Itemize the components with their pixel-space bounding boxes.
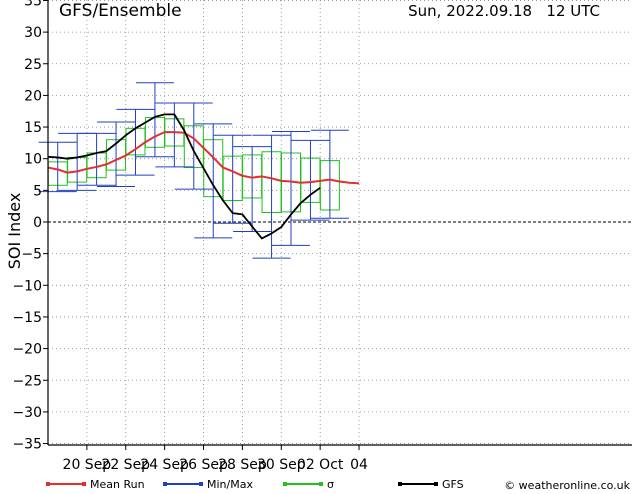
chart-title: GFS/Ensemble — [59, 1, 182, 21]
y-tick-label: −35 — [12, 437, 42, 453]
legend-swatch-marker-left — [163, 482, 167, 486]
legend-swatch-marker-right — [319, 482, 323, 486]
mean-run-line — [47, 131, 360, 185]
y-tick-label: −10 — [12, 278, 42, 294]
x-tick-label: 30 Sep — [257, 457, 306, 473]
y-tick-label: 0 — [33, 215, 42, 231]
y-tick-label: 20 — [24, 88, 42, 104]
gfs-line — [47, 113, 321, 240]
legend-swatch-marker-left — [398, 482, 402, 486]
y-tick-label: −5 — [21, 247, 42, 263]
run-timestamp: Sun, 2022.09.18 12 UTC — [408, 2, 600, 20]
y-tick-label: 10 — [24, 152, 42, 168]
y-tick-label: −20 — [12, 342, 42, 358]
legend-label: σ — [327, 478, 334, 490]
credit-text: © weatheronline.co.uk — [504, 479, 630, 490]
legend-swatch-marker-left — [283, 482, 287, 486]
x-tick-label: 04 — [350, 457, 368, 473]
legend-swatch-marker-right — [199, 482, 203, 486]
y-tick-label: 35 — [24, 0, 42, 9]
y-tick-label: 15 — [24, 120, 42, 136]
y-tick-label: 5 — [33, 183, 42, 199]
y-tick-label: −15 — [12, 310, 42, 326]
legend-swatch-marker-right — [434, 482, 438, 486]
x-tick-label: 02 Oct — [297, 457, 344, 473]
min-max-whiskers — [38, 82, 349, 259]
legend-label: GFS — [442, 478, 464, 490]
x-tick-label: 22 Sep — [101, 457, 150, 473]
y-tick-label: 30 — [24, 25, 42, 41]
y-tick-label: −25 — [12, 373, 42, 389]
y-tick-label: −30 — [12, 405, 42, 421]
x-tick-label: 26 Sep — [179, 457, 228, 473]
axes: −35 −30 −25 −20 −15 −10 −5 0 5 10 15 20 25 30 35 20 Sep… — [12, 0, 632, 473]
legend-swatch-marker-right — [82, 482, 86, 486]
legend: Mean Run Min/Max σ GFS — [46, 478, 464, 491]
y-tick-label: 25 — [24, 57, 42, 73]
x-tick-label: 20 Sep — [63, 457, 112, 473]
x-tick-label: 28 Sep — [218, 457, 267, 473]
legend-label: Min/Max — [207, 478, 253, 490]
series-lines — [47, 113, 360, 240]
y-axis-label: SOI Index — [5, 193, 24, 270]
legend-label: Mean Run — [90, 478, 145, 490]
legend-swatch-marker-left — [46, 482, 50, 486]
x-tick-label: 24 Sep — [140, 457, 189, 473]
grid-layer — [48, 0, 632, 445]
